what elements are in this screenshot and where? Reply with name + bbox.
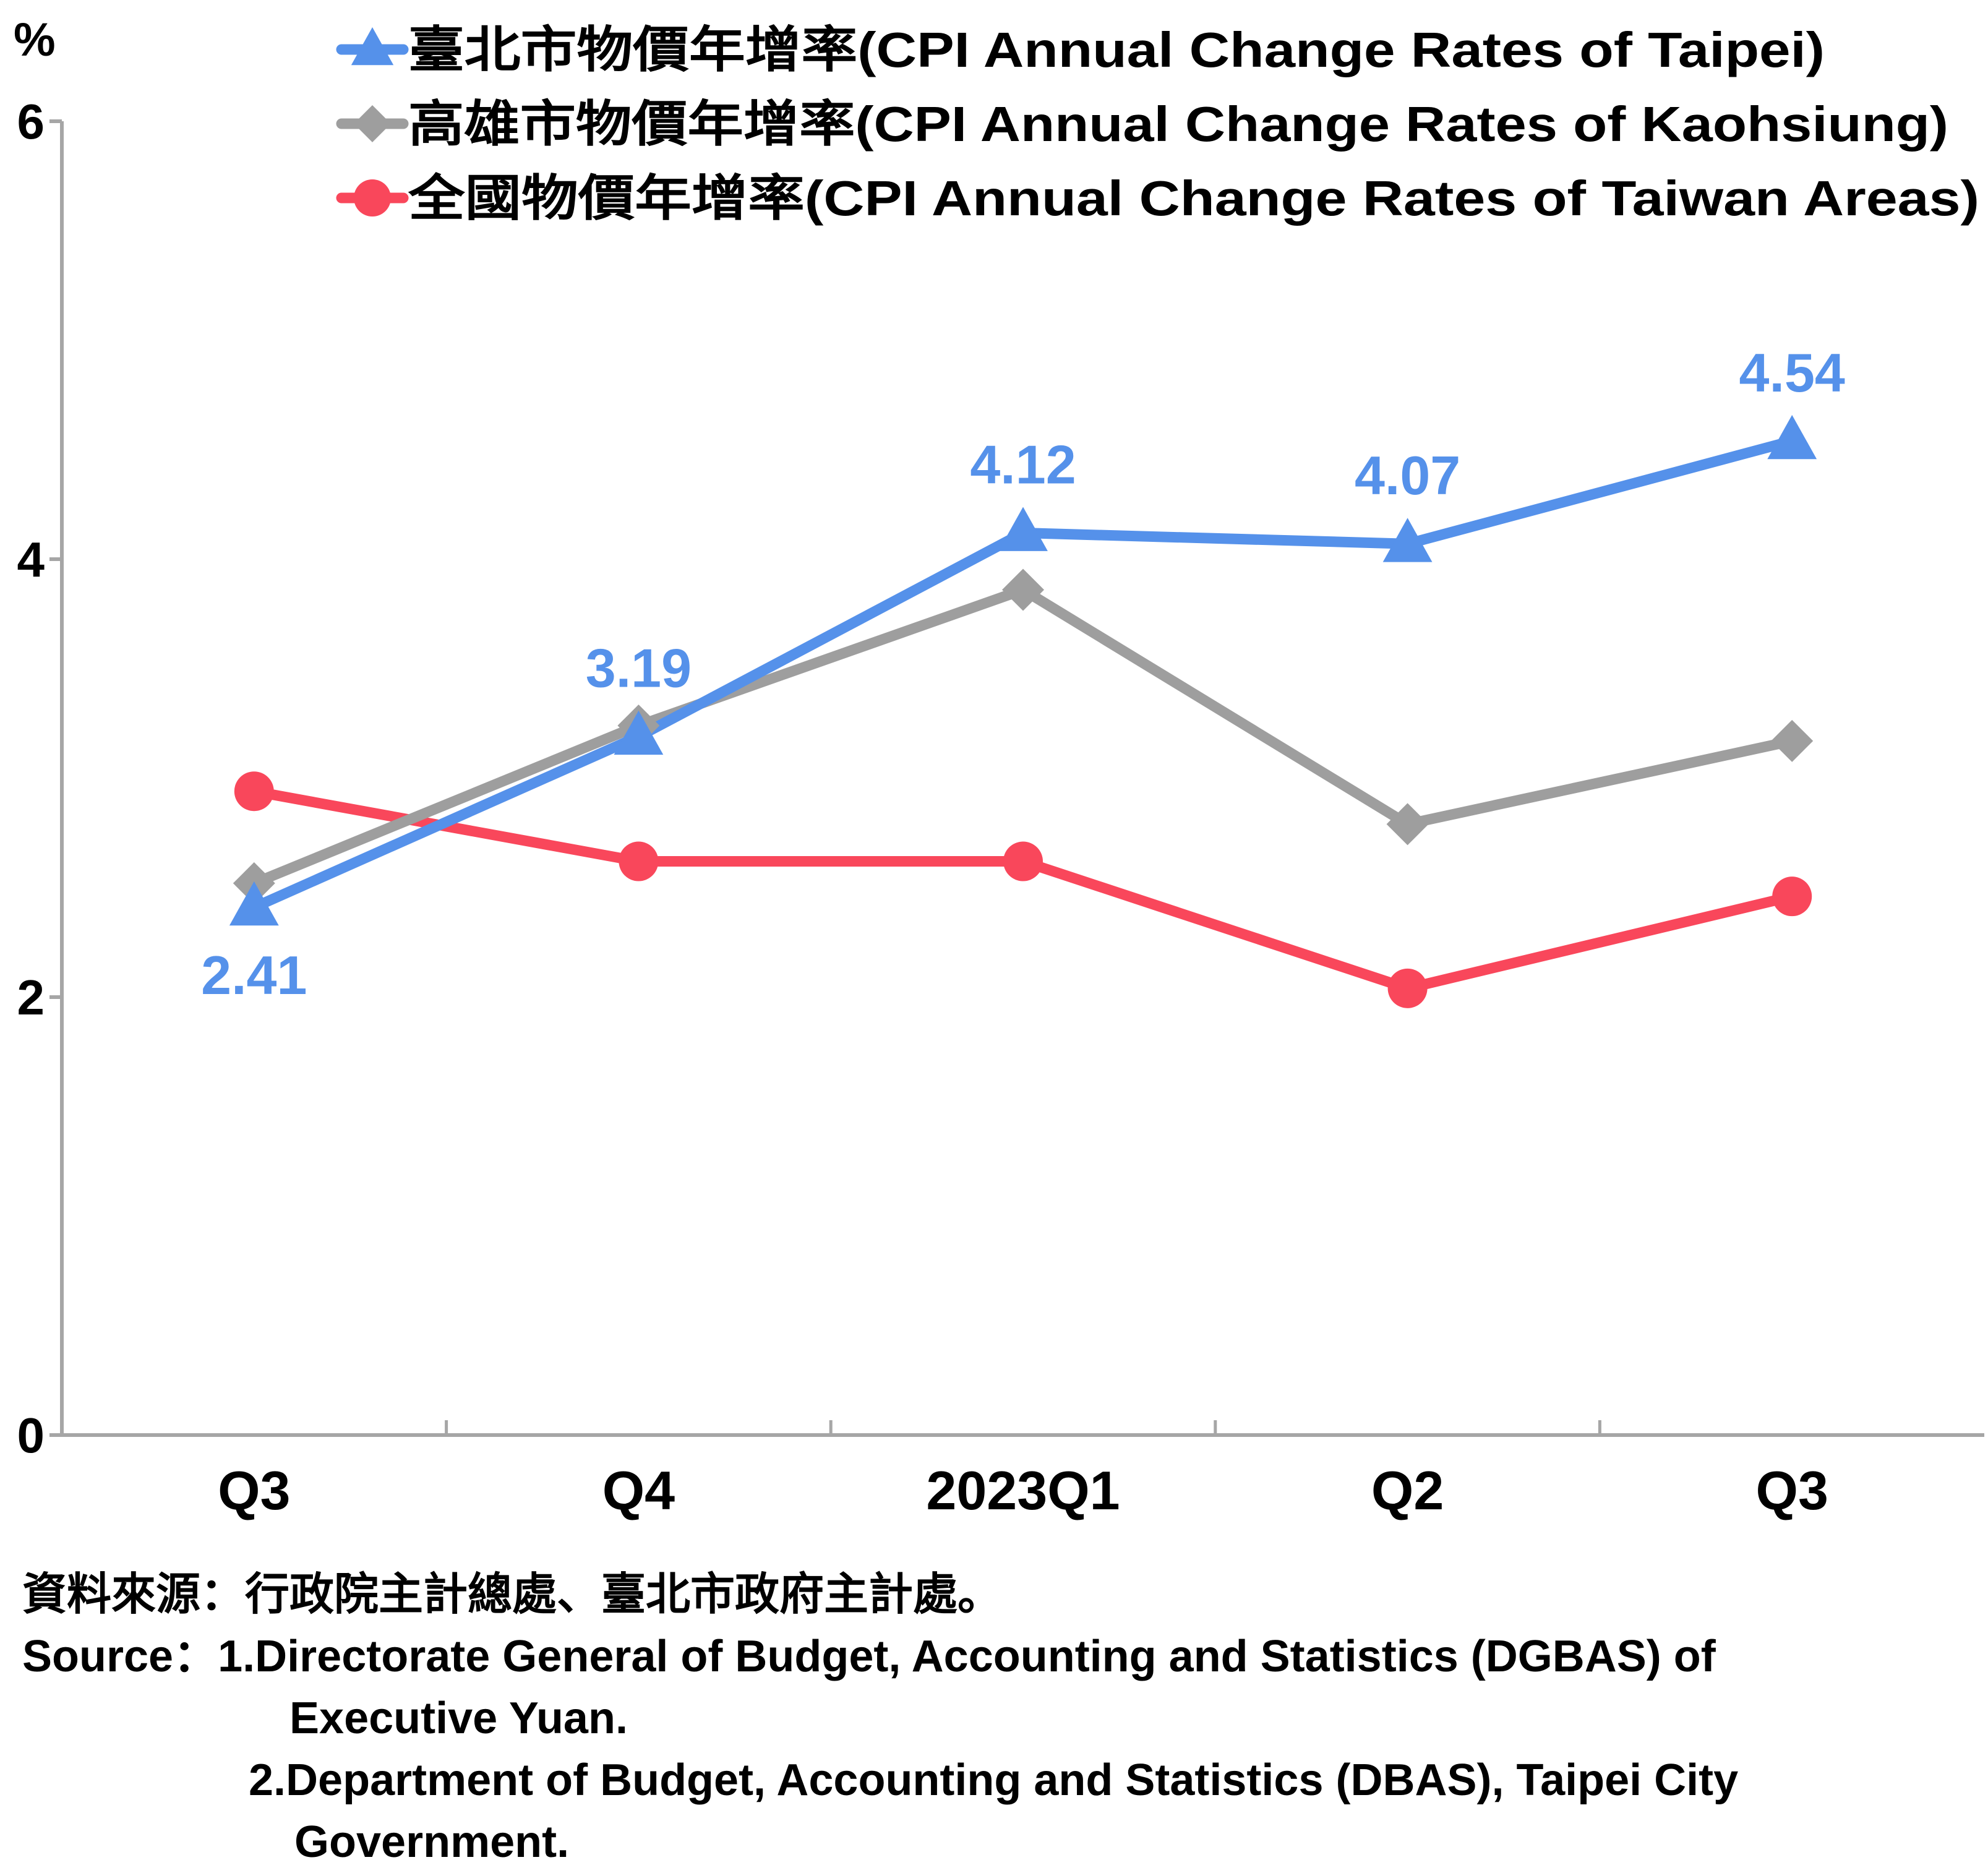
legend-marker — [351, 27, 394, 66]
data-label: 4.54 — [1739, 342, 1845, 403]
line-chart: % 0 2 4 6 Q3 Q4 2023Q1 Q2 Q3 2.41 3.19 4.12 4.07 4.5… — [14, 14, 1984, 1521]
legend-marker — [354, 105, 391, 142]
diamond-marker — [1386, 803, 1429, 846]
legend: 臺北市物價年增率(CPI Annual Change Rates of Taip… — [336, 22, 1979, 226]
data-label: 4.12 — [970, 434, 1076, 495]
data-label: 2.41 — [201, 945, 307, 1006]
legend-marker — [354, 179, 391, 216]
y-tick-label: 2 — [17, 970, 45, 1025]
triangle-marker — [1382, 518, 1433, 562]
series-line — [249, 786, 1797, 994]
y-unit-label: % — [14, 14, 56, 66]
data-label: 3.19 — [586, 638, 692, 699]
source-note-zh: 資料來源：行政院主計總處、臺北市政府主計處。 — [22, 1570, 1003, 1619]
circle-marker — [1772, 876, 1812, 917]
x-tick-label: Q2 — [1371, 1460, 1444, 1521]
y-tick-label: 0 — [17, 1408, 45, 1463]
source-notes: 資料來源：行政院主計總處、臺北市政府主計處。 Source：1.Director… — [22, 1564, 1971, 1873]
legend-label: 高雄市物價年增率(CPI Annual Change Rates of Kaoh… — [408, 96, 1948, 152]
y-tick-label: 4 — [17, 532, 45, 587]
x-tick-label: 2023Q1 — [926, 1460, 1120, 1521]
legend-label: 全國物價年增率(CPI Annual Change Rates of Taiwa… — [408, 171, 1979, 226]
x-tick-label: Q4 — [602, 1460, 675, 1521]
circle-marker — [619, 841, 659, 881]
y-tick-label: 6 — [17, 94, 45, 149]
diamond-marker — [1771, 719, 1814, 762]
source-note-en-1: Source：1.Directorate General of Budget, … — [22, 1632, 1716, 1681]
circle-marker — [234, 771, 274, 812]
legend-label: 臺北市物價年增率(CPI Annual Change Rates of Taip… — [408, 22, 1825, 77]
triangle-marker — [998, 507, 1048, 551]
triangle-marker — [229, 881, 279, 926]
series-markers — [229, 414, 1817, 1008]
source-note-en-2-cont: Government. — [294, 1817, 570, 1867]
circle-marker — [1387, 968, 1428, 1008]
circle-marker — [1003, 841, 1043, 881]
source-note-en-1-cont: Executive Yuan. — [289, 1694, 628, 1743]
diamond-marker — [1002, 568, 1044, 611]
series-line — [249, 585, 1797, 889]
x-tick-label: Q3 — [1756, 1460, 1828, 1521]
x-tick-label: Q3 — [218, 1460, 290, 1521]
data-labels: 2.41 3.19 4.12 4.07 4.54 — [201, 342, 1845, 1006]
triangle-marker — [1767, 414, 1817, 460]
axes: 0 2 4 6 Q3 Q4 2023Q1 Q2 Q3 — [17, 94, 1984, 1521]
triangle-marker — [614, 710, 664, 755]
source-note-en-2: 2.Department of Budget, Accounting and S… — [249, 1755, 1739, 1805]
data-label: 4.07 — [1355, 445, 1460, 506]
